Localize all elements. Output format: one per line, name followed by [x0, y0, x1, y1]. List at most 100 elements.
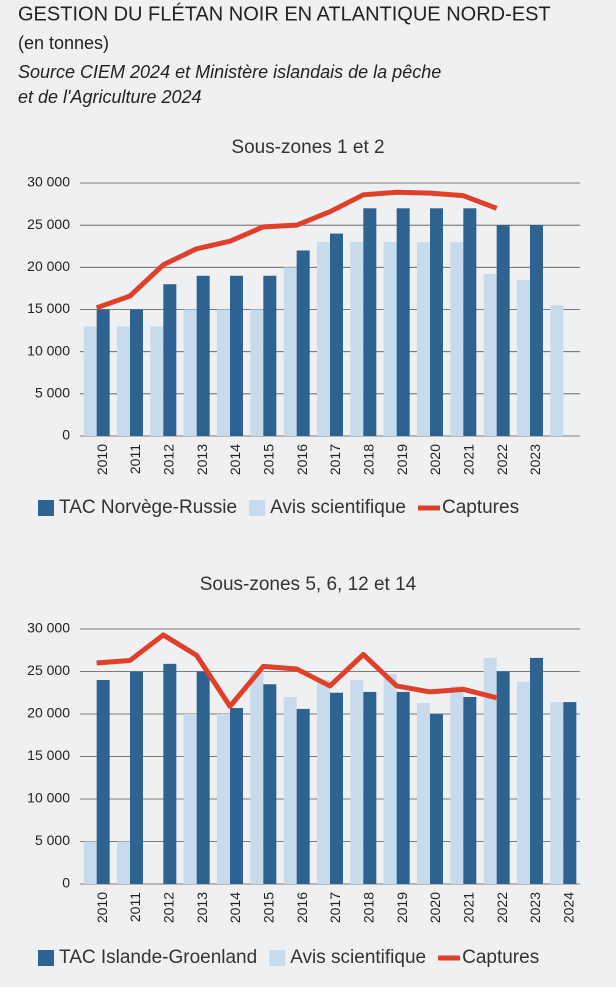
bar: [263, 275, 277, 436]
bar: [417, 242, 430, 436]
legend-label: Captures: [442, 497, 519, 518]
legend-swatch: [249, 500, 266, 516]
bar: [217, 309, 230, 436]
x-tick-label: 2016: [294, 444, 310, 475]
bar: [550, 702, 564, 884]
x-tick-label: 2018: [361, 444, 377, 475]
bar: [383, 674, 397, 884]
bar: [183, 714, 197, 884]
x-tick-label: 2016: [294, 892, 310, 923]
x-tick-label: 2014: [227, 444, 243, 475]
bar: [430, 208, 443, 436]
x-tick-label: 2011: [127, 892, 143, 922]
bar: [483, 274, 497, 436]
bar: [350, 242, 364, 436]
line: [95, 189, 498, 311]
bar: [383, 242, 397, 436]
bar: [283, 267, 297, 436]
y-tick-label: 5 000: [35, 385, 70, 401]
legend-swatch: [269, 950, 286, 966]
bar: [163, 663, 177, 884]
bar: [296, 250, 310, 436]
x-tick-label: 2019: [394, 892, 410, 923]
bar: [117, 841, 130, 884]
bar: [150, 326, 164, 436]
x-tick-label: 2010: [94, 444, 110, 475]
legend-swatch: [38, 950, 54, 966]
bar: [563, 702, 577, 884]
bar: [350, 680, 364, 884]
bar: [117, 326, 130, 436]
x-tick-label: 2010: [94, 892, 110, 923]
x-tick-label: 2015: [261, 444, 277, 475]
y-tick-label: 25 000: [27, 662, 70, 678]
bar: [530, 657, 543, 884]
x-tick-label: 2020: [427, 444, 443, 475]
bar: [463, 697, 477, 884]
bar: [183, 309, 197, 436]
bar: [250, 309, 264, 436]
bar: [363, 208, 377, 436]
bar: [296, 708, 310, 884]
bar: [83, 326, 97, 436]
bar: [396, 691, 410, 884]
bar: [196, 275, 210, 436]
x-tick-label: 2022: [494, 892, 510, 923]
x-tick-label: 2022: [494, 444, 510, 475]
bar: [496, 671, 510, 884]
y-tick-label: 0: [62, 875, 70, 891]
x-tick-label: 2015: [261, 892, 277, 923]
bar: [96, 680, 110, 884]
x-tick-label: 2020: [427, 892, 443, 923]
bar: [196, 671, 210, 884]
x-tick-label: 2019: [394, 444, 410, 475]
y-tick-label: 30 000: [27, 620, 70, 636]
bar: [330, 233, 343, 436]
source: et de l'Agriculture 2024: [18, 87, 202, 107]
bar: [317, 242, 330, 436]
bar: [550, 305, 564, 436]
bar: [263, 684, 277, 884]
y-tick-label: 20 000: [27, 705, 70, 721]
bar: [250, 671, 264, 884]
y-tick-label: 10 000: [27, 342, 70, 358]
bar: [96, 309, 110, 436]
y-tick-label: 25 000: [27, 216, 70, 232]
bar: [217, 714, 230, 884]
chart-title: Sous-zones 1 et 2: [231, 137, 384, 158]
bar: [483, 657, 497, 884]
chart-title: Sous-zones 5, 6, 12 et 14: [200, 574, 417, 595]
bar: [130, 671, 143, 884]
x-tick-label: 2017: [327, 444, 343, 475]
bar: [83, 841, 97, 884]
bar: [283, 697, 297, 884]
x-tick-label: 2023: [527, 892, 543, 923]
x-tick-label: 2021: [461, 444, 477, 475]
source: Source CIEM 2024 et Ministère islandais …: [18, 62, 441, 82]
legend-label: Avis scientifique: [290, 947, 426, 968]
bar: [230, 275, 243, 436]
x-tick-label: 2012: [161, 892, 177, 923]
unit: (en tonnes): [18, 33, 109, 53]
bar: [450, 685, 464, 884]
bar: [517, 681, 530, 884]
y-tick-label: 30 000: [27, 174, 70, 190]
legend-label: TAC Norvège-Russie: [59, 497, 237, 518]
x-tick-label: 2018: [361, 892, 377, 923]
line: [96, 632, 498, 709]
bar: [496, 225, 510, 436]
y-tick-label: 20 000: [27, 258, 70, 274]
x-tick-label: 2024: [561, 892, 577, 923]
x-tick-label: 2011: [127, 444, 143, 474]
bar: [517, 279, 530, 436]
y-tick-label: 15 000: [27, 747, 70, 763]
x-tick-label: 2023: [527, 444, 543, 475]
x-tick-label: 2012: [161, 444, 177, 475]
bar: [450, 242, 464, 436]
bar: [417, 702, 430, 884]
legend-label: Captures: [462, 947, 539, 968]
legend-label: Avis scientifique: [270, 497, 406, 518]
legend-label: TAC Islande-Groenland: [59, 947, 257, 968]
bar: [396, 208, 410, 436]
